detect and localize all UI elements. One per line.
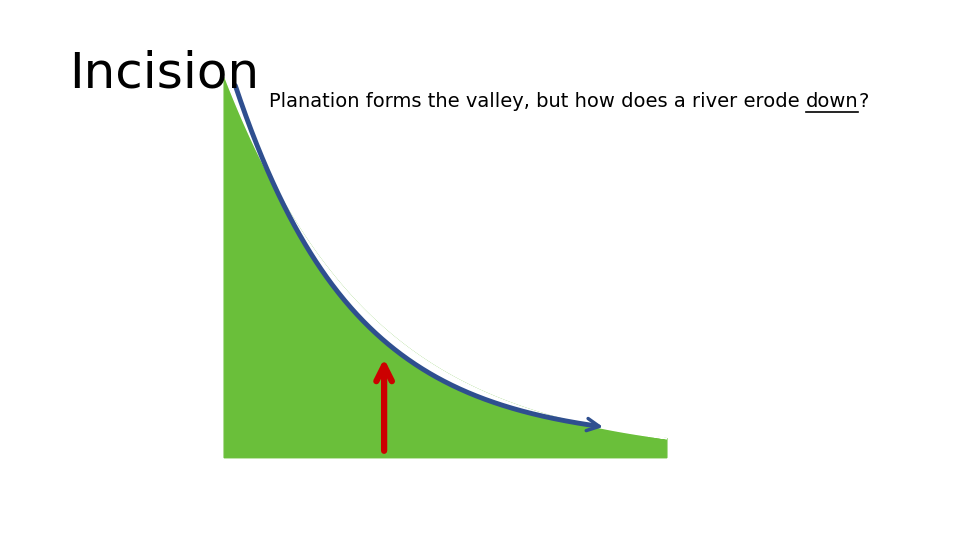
Text: down: down	[805, 92, 858, 111]
Text: ?: ?	[858, 92, 869, 111]
Polygon shape	[225, 75, 667, 438]
Text: Incision: Incision	[69, 49, 259, 97]
Polygon shape	[225, 75, 667, 458]
Text: Planation forms the valley, but how does a river erode: Planation forms the valley, but how does…	[269, 92, 805, 111]
